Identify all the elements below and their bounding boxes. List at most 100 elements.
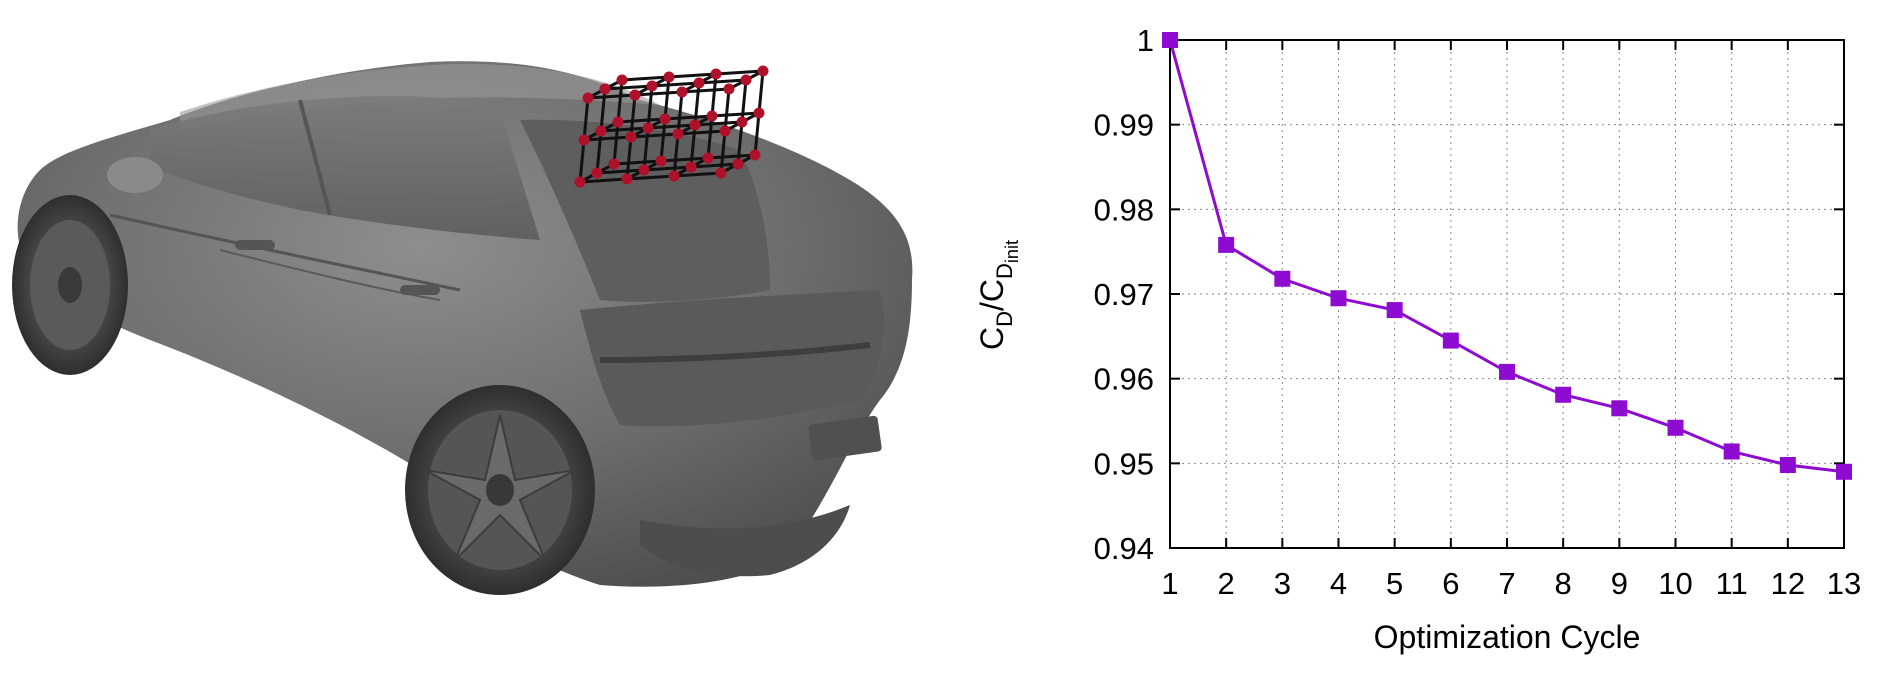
lattice-control-point: [659, 113, 671, 125]
lattice-control-point: [612, 116, 624, 128]
lattice-edge: [693, 82, 701, 126]
lattice-edge: [659, 118, 667, 162]
lattice-edge: [630, 132, 679, 139]
lattice-edge: [673, 171, 722, 178]
lattice-edge: [613, 159, 662, 166]
data-point-marker: [1555, 386, 1572, 403]
x-tick-label: 1: [1161, 566, 1178, 601]
lattice-edge: [612, 121, 620, 165]
lattice-control-point: [582, 92, 594, 104]
x-tick-label: 10: [1658, 566, 1692, 601]
data-point-marker: [1723, 443, 1740, 460]
lattice-edge: [689, 124, 697, 168]
lattice-edge: [660, 156, 709, 163]
lattice-control-point: [715, 167, 727, 179]
lattice-control-point: [676, 86, 688, 98]
data-point-marker: [1836, 463, 1852, 480]
rear-wheel: [405, 385, 595, 595]
data-point-marker: [1162, 32, 1178, 48]
ffd-control-lattice: [574, 65, 769, 188]
lattice-edge: [626, 174, 675, 181]
lattice-edge: [663, 76, 671, 120]
lattice-control-point: [740, 74, 752, 86]
lattice-edge: [616, 79, 624, 123]
lattice-edge: [600, 126, 649, 133]
lattice-edge: [681, 87, 730, 94]
series-line: [1162, 32, 1852, 480]
lattice-control-point: [732, 158, 744, 170]
lattice-edge: [698, 78, 747, 85]
x-tick-label: 7: [1498, 566, 1515, 601]
lattice-edge: [719, 130, 727, 174]
x-tick-label: 6: [1442, 566, 1459, 601]
lattice-control-point: [616, 74, 628, 86]
lattice-control-point: [706, 110, 718, 122]
lattice-control-point: [646, 80, 658, 92]
lattice-control-point: [685, 161, 697, 173]
lattice-edge: [646, 85, 654, 129]
lattice-edge: [706, 115, 714, 159]
lattice-edge: [578, 139, 586, 183]
y-tick-label: 0.95: [1094, 446, 1154, 481]
y-tick-label: 0.99: [1094, 108, 1154, 143]
lattice-edge: [757, 70, 765, 114]
lattice-control-point: [749, 149, 761, 161]
lattice-control-point: [753, 107, 765, 119]
lattice-edge: [595, 130, 603, 174]
x-tick-label: 4: [1330, 566, 1347, 601]
lattice-control-point: [736, 116, 748, 128]
lattice-control-point: [663, 71, 675, 83]
lattice-edge: [642, 127, 650, 171]
lattice-edge: [740, 79, 748, 123]
lattice-edge: [625, 136, 633, 180]
lattice-edge: [647, 123, 696, 130]
data-point-marker: [1218, 236, 1235, 253]
lattice-control-point: [625, 131, 637, 143]
lattice-control-point: [591, 167, 603, 179]
lattice-control-point: [672, 128, 684, 140]
data-point-marker: [1667, 419, 1684, 436]
lattice-edge: [715, 69, 764, 76]
lattice-edge: [664, 114, 713, 121]
y-tick-label: 0.96: [1094, 362, 1154, 397]
lattice-control-point: [574, 176, 586, 188]
lattice-edge: [753, 112, 761, 156]
data-point-marker: [1330, 290, 1347, 307]
lattice-edge: [694, 120, 743, 127]
lattice-edge: [723, 88, 731, 132]
lattice-control-point: [655, 155, 667, 167]
lattice-edge: [711, 111, 760, 118]
lattice-edge: [643, 165, 692, 172]
lattice-edge: [707, 153, 756, 160]
lattice-control-point: [642, 122, 654, 134]
data-point-marker: [1499, 363, 1515, 380]
x-tick-label: 9: [1611, 566, 1628, 601]
lattice-edge: [582, 97, 590, 141]
y-tick-label: 1: [1137, 23, 1154, 58]
y-tick-label: 0.98: [1094, 192, 1154, 227]
lattice-edge: [676, 91, 684, 135]
lattice-control-point: [668, 170, 680, 182]
lattice-edge: [579, 177, 628, 184]
lattice-control-point: [629, 89, 641, 101]
x-tick-label: 3: [1274, 566, 1291, 601]
x-tick-label: 5: [1386, 566, 1403, 601]
lattice-edge: [617, 117, 666, 124]
lattice-control-point: [702, 152, 714, 164]
lattice-control-point: [621, 173, 633, 185]
lattice-control-point: [757, 65, 769, 77]
car-figure: [12, 61, 913, 595]
data-point-marker: [1779, 457, 1796, 474]
x-tick-label: 2: [1218, 566, 1235, 601]
lattice-edge: [596, 168, 645, 175]
lattice-control-point: [710, 68, 722, 80]
lattice-edge: [672, 133, 680, 177]
lattice-edge: [736, 121, 744, 165]
lattice-edge: [710, 73, 718, 117]
lattice-control-point: [689, 119, 701, 131]
x-tick-label: 13: [1827, 566, 1861, 601]
x-tick-label: 12: [1771, 566, 1805, 601]
lattice-edge: [668, 72, 717, 79]
y-tick-label: 0.94: [1094, 531, 1154, 566]
data-point-marker: [1611, 400, 1628, 417]
